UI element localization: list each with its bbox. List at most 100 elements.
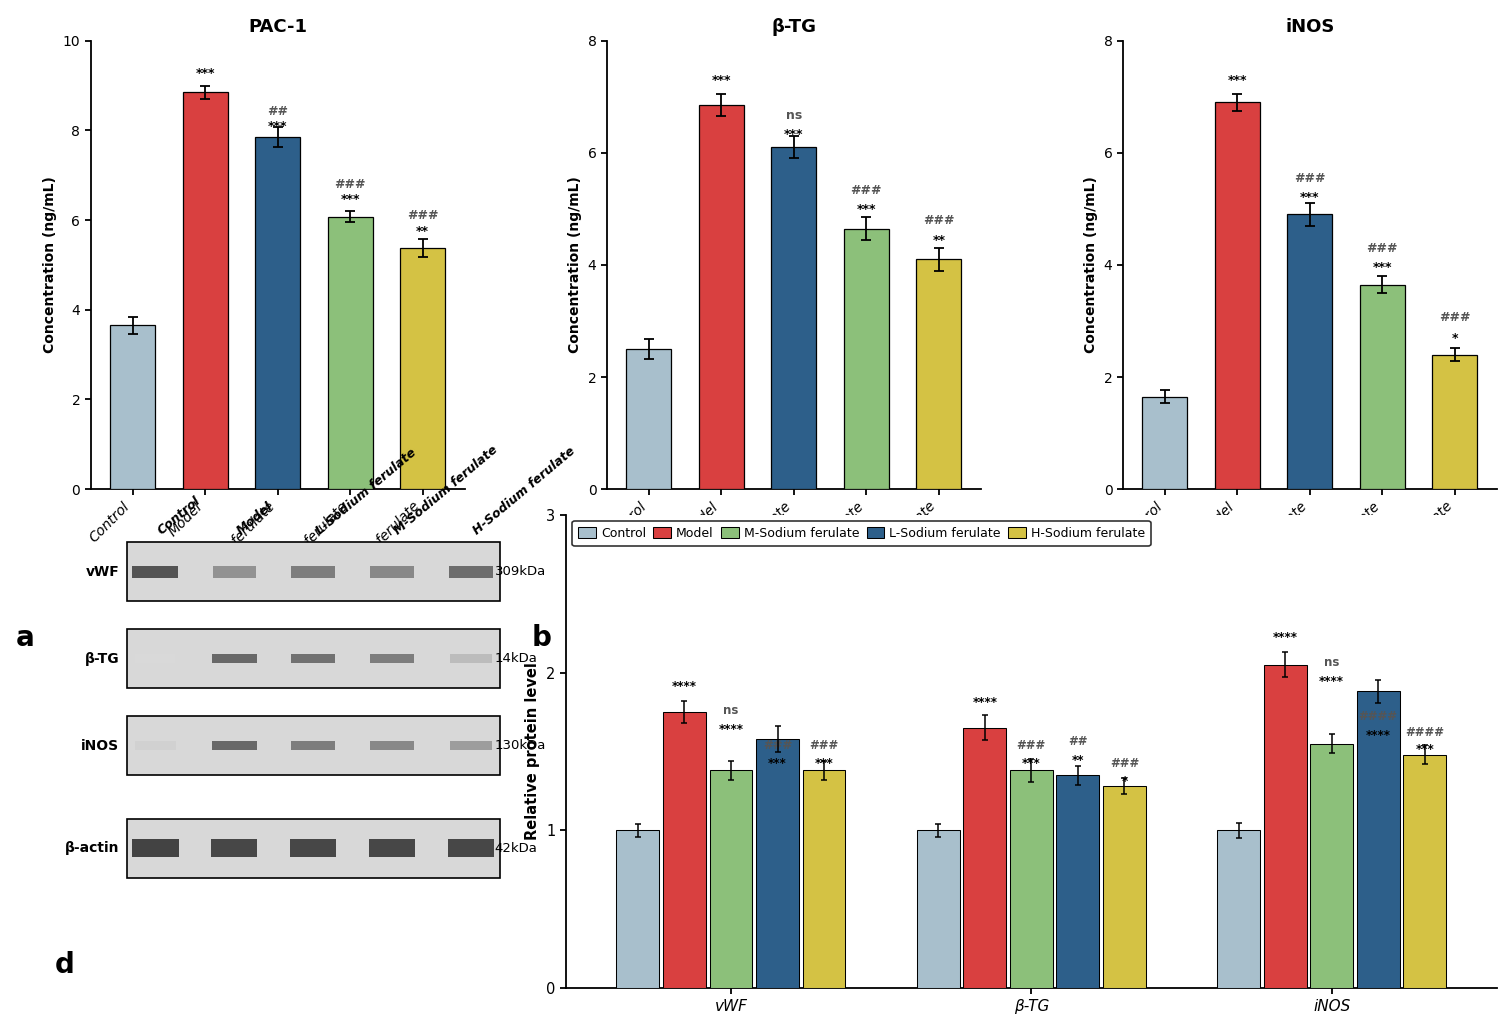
Legend: Control, Model, M-Sodium ferulate, L-Sodium ferulate, H-Sodium ferulate: Control, Model, M-Sodium ferulate, L-Sod… [572,521,1151,546]
Bar [709,770,753,988]
Text: Control: Control [156,494,203,537]
Text: e: e [500,1017,520,1019]
Bar [662,712,706,988]
Text: 42kDa: 42kDa [494,842,538,855]
Bar [292,566,336,578]
Text: ####: #### [1359,710,1397,723]
Text: ##: ## [268,105,289,118]
Bar [370,741,414,750]
Text: iNOS: iNOS [82,739,119,753]
Text: ***: *** [340,193,360,206]
Text: β-actin: β-actin [65,842,119,855]
Bar [127,542,499,601]
Text: β-TG: β-TG [85,652,119,665]
Text: **: ** [933,234,945,247]
Text: ###: ### [1110,757,1139,770]
Bar [1057,775,1099,988]
Bar [699,105,744,489]
Text: ****: **** [972,696,998,709]
Text: ###: ### [407,209,438,222]
Bar [1104,787,1146,988]
Text: *: * [1452,331,1458,344]
Bar [617,830,659,988]
Text: ***: *** [785,127,803,141]
Bar [1264,664,1306,988]
Bar [963,728,1005,988]
Text: ***: *** [856,203,875,216]
Text: ns: ns [723,704,739,716]
Bar [127,818,499,877]
Bar [127,716,499,775]
Bar [756,739,798,988]
Text: ***: *** [1228,73,1247,87]
Text: ***: *** [195,67,215,81]
Bar [1216,103,1259,489]
Bar [370,654,414,663]
Text: 130kDa: 130kDa [494,739,546,752]
Text: ****: **** [1365,729,1391,742]
Bar [803,770,845,988]
Text: ###: ### [1016,739,1046,752]
Bar [451,654,491,663]
Text: ###: ### [334,178,366,191]
Bar [292,741,336,750]
Text: vWF: vWF [86,565,119,579]
Bar [256,138,301,489]
Title: iNOS: iNOS [1285,18,1335,37]
Text: ####: #### [1405,726,1444,739]
Text: ****: **** [718,722,744,736]
Text: **: ** [1072,754,1084,767]
Text: ***: *** [1373,262,1393,274]
Text: ###: ### [809,739,839,752]
Text: ***: *** [768,757,786,770]
Text: H-Sodium ferulate: H-Sodium ferulate [470,444,578,537]
Bar [132,840,178,857]
Bar [212,654,257,663]
Bar [135,654,175,663]
Bar [1311,744,1353,988]
Text: ****: **** [1273,631,1297,644]
Text: Model: Model [234,500,275,537]
Bar [212,741,257,750]
Text: b: b [532,624,552,651]
Y-axis label: Concentration (ng/mL): Concentration (ng/mL) [44,176,57,354]
Bar [328,216,372,489]
Text: ***: *** [1415,743,1435,756]
Text: ###: ### [764,739,792,752]
Bar [1217,830,1259,988]
Bar [626,348,671,489]
Bar [1359,284,1405,489]
Text: ###: ### [1367,242,1399,255]
Bar [916,830,960,988]
Title: β-TG: β-TG [771,18,816,37]
Text: c: c [1048,624,1064,651]
Text: ###: ### [1439,311,1471,324]
Text: ***: *** [1300,192,1320,205]
Bar [110,325,156,489]
Title: PAC-1: PAC-1 [248,18,307,37]
Bar [133,566,178,578]
Bar [1356,692,1400,988]
Bar [290,654,336,663]
Bar [213,566,256,578]
Bar [449,741,493,750]
Bar [916,260,962,489]
Bar [844,228,889,489]
Y-axis label: Concentration (ng/mL): Concentration (ng/mL) [569,176,582,354]
Text: ##: ## [1067,736,1087,748]
Text: 309kDa: 309kDa [494,566,546,579]
Bar [401,248,445,489]
Bar [771,148,816,489]
Text: ****: **** [1318,676,1344,689]
Bar [127,629,499,689]
Bar [290,840,336,857]
Text: *: * [1122,774,1128,788]
Text: M-Sodium ferulate: M-Sodium ferulate [392,443,500,537]
Y-axis label: Concentration (ng/mL): Concentration (ng/mL) [1084,176,1098,354]
Text: **: ** [416,225,429,238]
Bar [369,840,416,857]
Bar [1287,214,1332,489]
Text: ****: **** [671,680,697,693]
Bar [1010,770,1052,988]
Bar [1432,355,1477,489]
